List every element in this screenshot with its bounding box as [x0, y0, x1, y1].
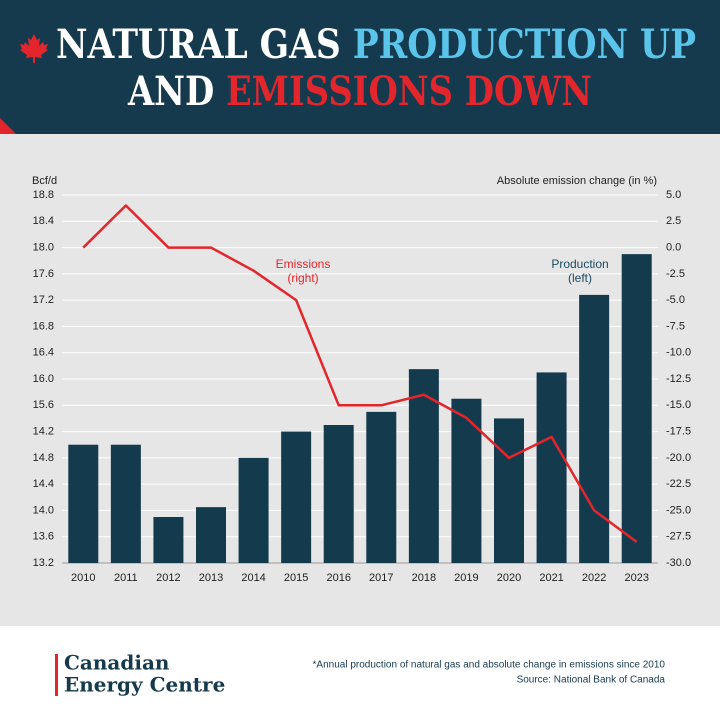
- y2-tick-label: 2.5: [666, 215, 681, 227]
- y-tick-label: 15.6: [33, 399, 54, 411]
- x-tick-label: 2023: [624, 572, 648, 584]
- bar: [451, 398, 482, 563]
- bar: [281, 431, 312, 563]
- x-tick-label: 2011: [114, 572, 138, 584]
- y-tick-label: 18.0: [33, 241, 54, 253]
- y2-tick-label: -2.5: [666, 268, 685, 280]
- x-tick-label: 2014: [241, 572, 265, 584]
- chart-panel: [0, 134, 720, 626]
- y2-tick-label: -30.0: [666, 557, 691, 569]
- x-tick-label: 2016: [326, 572, 350, 584]
- y2-tick-label: -12.5: [666, 373, 691, 385]
- x-tick-label: 2013: [199, 572, 223, 584]
- y2-tick-label: -10.0: [666, 347, 691, 359]
- y-tick-label: 18.8: [33, 189, 54, 201]
- x-tick-label: 2020: [497, 572, 521, 584]
- y2-tick-label: 5.0: [666, 189, 681, 201]
- y2-tick-label: -17.5: [666, 425, 691, 437]
- logo-text: Canadian: [64, 651, 170, 675]
- title-part: PRODUCTION UP: [353, 21, 696, 68]
- bar: [494, 418, 524, 563]
- x-tick-label: 2019: [454, 572, 478, 584]
- title-part: AND: [127, 68, 214, 115]
- x-tick-label: 2017: [369, 572, 393, 584]
- y2-axis-label: Absolute emission change (in %): [497, 175, 657, 187]
- y-tick-label: 16.8: [33, 320, 54, 332]
- y-tick-label: 16.0: [33, 373, 54, 385]
- y-tick-label: 14.8: [33, 452, 54, 464]
- annotation: (left): [568, 271, 592, 285]
- emission-line: [82, 204, 638, 543]
- annotation: Production: [551, 257, 608, 271]
- y2-tick-label: -27.5: [666, 531, 691, 543]
- y-tick-label: 13.2: [33, 557, 54, 569]
- bar: [579, 294, 610, 563]
- bar: [68, 444, 99, 563]
- maple-leaf: [20, 34, 48, 63]
- header: [0, 0, 720, 134]
- y2-tick-label: -15.0: [666, 399, 691, 411]
- logo-bar: [55, 654, 58, 696]
- y2-tick-label: -5.0: [666, 294, 685, 306]
- x-tick-label: 2018: [412, 572, 436, 584]
- y2-tick-label: -7.5: [666, 320, 685, 332]
- y-axis-label: Bcf/d: [32, 175, 57, 187]
- footnote: *Annual production of natural gas and ab…: [313, 660, 666, 671]
- y2-tick-label: -25.0: [666, 504, 691, 516]
- bar: [323, 425, 354, 563]
- y2-tick-label: -22.5: [666, 478, 691, 490]
- y-tick-label: 18.4: [33, 215, 54, 227]
- x-tick-label: 2015: [284, 572, 308, 584]
- source: Source: National Bank of Canada: [517, 675, 666, 686]
- annotation: (right): [287, 271, 318, 285]
- y-tick-label: 14.4: [33, 478, 54, 490]
- bar: [196, 507, 226, 563]
- y-tick-label: 17.2: [33, 294, 54, 306]
- y2-tick-label: 0.0: [666, 241, 681, 253]
- bar: [621, 254, 652, 563]
- bar: [110, 444, 141, 563]
- x-tick-label: 2021: [539, 572, 563, 584]
- bar: [238, 457, 269, 563]
- x-tick-label: 2010: [71, 572, 95, 584]
- annotation: Emissions: [276, 257, 331, 271]
- bar: [366, 411, 397, 563]
- y-tick-label: 14.0: [33, 504, 54, 516]
- title-part: NATURAL GAS: [56, 21, 341, 68]
- title-line: NATURAL GAS PRODUCTION UP: [56, 21, 696, 68]
- title-part: EMISSIONS DOWN: [226, 68, 592, 115]
- bar: [536, 372, 567, 563]
- header-accent: [0, 118, 16, 134]
- y2-tick-label: -20.0: [666, 452, 691, 464]
- bar: [153, 517, 184, 563]
- x-tick-label: 2022: [582, 572, 606, 584]
- title-line: AND EMISSIONS DOWN: [127, 68, 592, 115]
- y-tick-label: 16.4: [33, 347, 54, 359]
- y-tick-label: 13.6: [33, 531, 54, 543]
- y-tick-label: 14.2: [33, 425, 54, 437]
- logo-text: Energy Centre: [64, 673, 225, 697]
- y-tick-label: 17.6: [33, 268, 54, 280]
- x-tick-label: 2012: [156, 572, 180, 584]
